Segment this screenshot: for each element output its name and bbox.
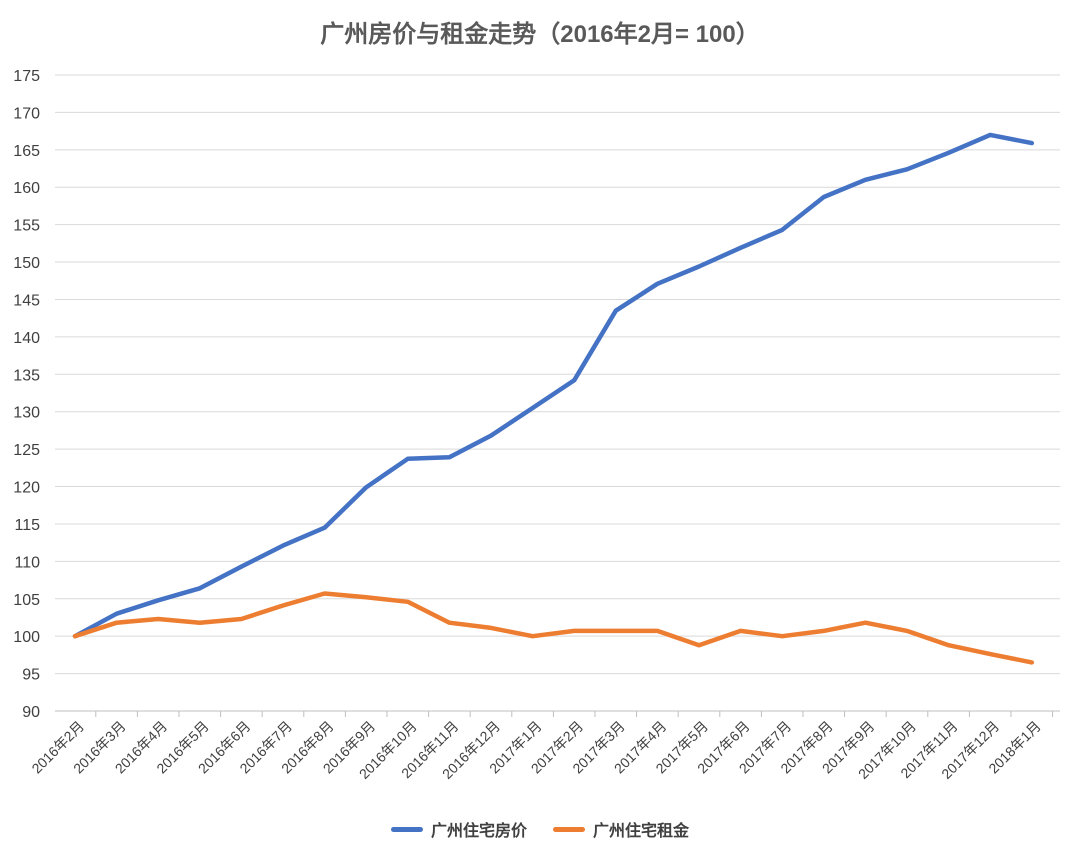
y-tick-label: 130 [13,405,40,422]
series-line-1 [72,132,1035,639]
legend: 广州住宅房价 广州住宅租金 [0,817,1080,841]
legend-item-1: 广州住宅房价 [390,817,527,841]
legend-label: 广州住宅房价 [430,823,527,840]
y-tick-label: 145 [13,292,40,309]
y-tick-label: 135 [13,367,40,384]
y-tick-label: 175 [13,68,40,85]
y-tick-label: 125 [13,442,40,459]
y-tick-label: 100 [13,629,40,646]
series-line-2 [72,591,1035,665]
y-tick-label: 155 [13,218,40,235]
y-tick-label: 105 [13,592,40,609]
y-tick-label: 140 [13,330,40,347]
y-tick-label: 90 [22,704,40,721]
y-tick-label: 95 [22,667,40,684]
legend-swatch [553,826,585,832]
legend-swatch [390,826,423,832]
y-tick-label: 115 [14,517,40,534]
y-tick-label: 110 [14,554,40,571]
y-tick-label: 150 [13,255,40,272]
legend-item-2: 广州住宅租金 [553,817,689,841]
y-tick-label: 160 [13,180,40,197]
legend-label: 广州住宅租金 [593,823,690,840]
y-tick-label: 120 [13,480,40,497]
y-tick-label: 165 [13,143,40,160]
y-tick-label: 170 [13,105,40,122]
chart-title: 广州房价与租金走势（2016年2月= 100） [320,21,760,48]
